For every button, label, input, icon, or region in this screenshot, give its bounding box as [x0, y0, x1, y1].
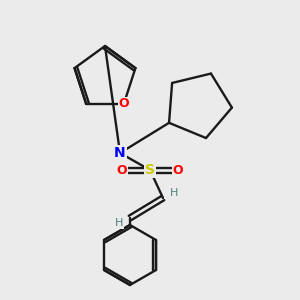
Text: O: O	[173, 164, 183, 176]
Text: O: O	[118, 98, 129, 110]
Text: N: N	[114, 146, 126, 160]
Text: O: O	[117, 164, 127, 176]
Text: H: H	[170, 188, 178, 198]
Text: H: H	[115, 218, 123, 228]
Text: S: S	[145, 163, 155, 177]
